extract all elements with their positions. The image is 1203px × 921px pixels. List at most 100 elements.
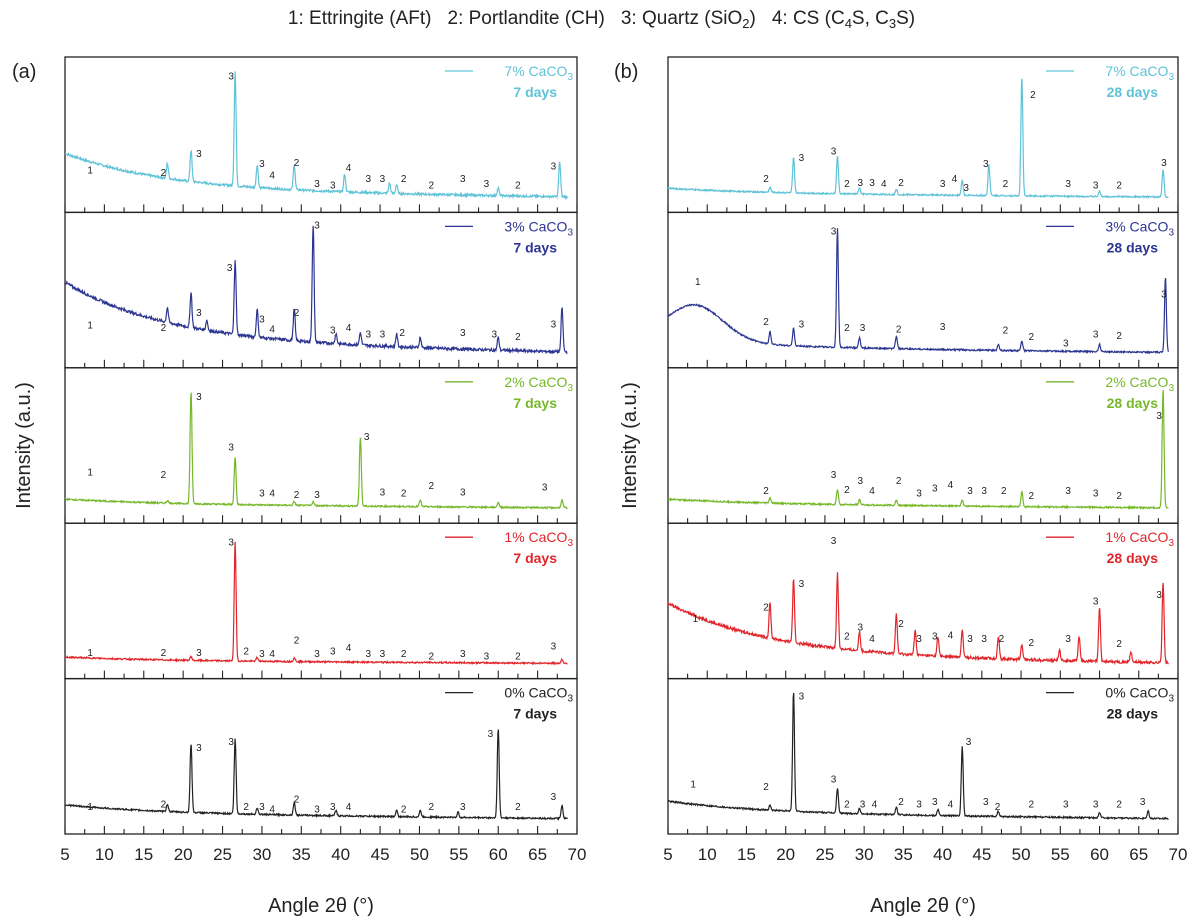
legend-series-label: 1% CaCO3 bbox=[504, 529, 573, 549]
peak-phase-label: 2 bbox=[896, 324, 902, 335]
peak-phase-label: 2 bbox=[428, 652, 434, 663]
peak-phase-label: 3 bbox=[1065, 179, 1071, 190]
peak-phase-label: 3 bbox=[330, 180, 336, 191]
peak-phase-label: 3 bbox=[228, 737, 234, 748]
phase-legend-item: 2: Portlandite (CH) bbox=[447, 8, 605, 29]
peak-phase-label: 2 bbox=[515, 180, 521, 191]
peak-phase-label: 1 bbox=[87, 802, 93, 813]
peak-phase-label: 3 bbox=[1093, 799, 1099, 810]
peak-phase-label: 2 bbox=[896, 476, 902, 487]
peak-phase-label: 2 bbox=[294, 794, 300, 805]
x-tick-label: 30 bbox=[855, 845, 874, 864]
peak-phase-label: 2 bbox=[515, 332, 521, 343]
xrd-pattern-line bbox=[667, 572, 1169, 666]
x-tick-label: 35 bbox=[292, 845, 311, 864]
peak-phase-label: 3 bbox=[857, 623, 863, 634]
peak-phase-label: 3 bbox=[551, 642, 557, 653]
peak-phase-label: 3 bbox=[831, 147, 837, 158]
peak-phase-label: 3 bbox=[484, 179, 490, 190]
legend-series-label: 1% CaCO3 bbox=[1105, 529, 1174, 549]
peak-phase-label: 3 bbox=[196, 392, 202, 403]
peak-phase-label: 3 bbox=[460, 802, 466, 813]
peak-phase-label: 2 bbox=[898, 797, 904, 808]
peak-phase-label: 3 bbox=[460, 328, 466, 339]
peak-phase-label: 3 bbox=[228, 71, 234, 82]
peak-phase-label: 3 bbox=[365, 649, 371, 660]
peak-phase-label: 3 bbox=[259, 802, 265, 813]
peak-phase-label: 3 bbox=[380, 649, 386, 660]
xrd-pattern-line bbox=[64, 225, 568, 355]
peak-phase-label: 3 bbox=[380, 174, 386, 185]
peak-phase-label: 1 bbox=[87, 467, 93, 478]
x-tick-label: 65 bbox=[528, 845, 547, 864]
peak-phase-label: 3 bbox=[314, 804, 320, 815]
peak-phase-label: 2 bbox=[844, 323, 850, 334]
peak-phase-label: 2 bbox=[428, 802, 434, 813]
peak-phase-label: 2 bbox=[995, 802, 1001, 813]
peak-phase-label: 2 bbox=[1116, 331, 1122, 342]
peak-phase-label: 3 bbox=[1156, 411, 1162, 422]
legend-age-label: 28 days bbox=[1107, 84, 1159, 100]
peak-phase-label: 3 bbox=[227, 263, 233, 274]
peak-phase-label: 2 bbox=[1116, 639, 1122, 650]
peak-phase-label: 3 bbox=[831, 470, 837, 481]
subplot-frame bbox=[667, 677, 1179, 835]
peak-phase-label: 3 bbox=[857, 476, 863, 487]
peak-phase-label: 4 bbox=[869, 486, 875, 497]
peak-phase-label: 3 bbox=[488, 729, 494, 740]
peak-phase-label: 3 bbox=[1161, 158, 1167, 169]
subplot-frame bbox=[667, 56, 1179, 214]
peak-phase-label: 2 bbox=[401, 174, 407, 185]
x-tick-label: 65 bbox=[1129, 845, 1148, 864]
x-tick-label: 15 bbox=[134, 845, 153, 864]
peak-phase-label: 3 bbox=[1093, 180, 1099, 191]
peak-phase-label: 4 bbox=[952, 174, 958, 185]
x-axis-title: Angle 2θ (°) bbox=[870, 895, 976, 917]
x-tick-label: 20 bbox=[174, 845, 193, 864]
peak-phase-label: 3 bbox=[1093, 489, 1099, 500]
xrd-pattern-line bbox=[667, 228, 1169, 355]
peak-phase-label: 3 bbox=[314, 220, 320, 231]
peak-phase-label: 2 bbox=[161, 799, 167, 810]
peak-phase-label: 3 bbox=[857, 178, 863, 189]
x-axis-title: Angle 2θ (°) bbox=[268, 895, 374, 917]
x-tick-label: 45 bbox=[972, 845, 991, 864]
peak-phase-label: 3 bbox=[799, 692, 805, 703]
legend-age-label: 28 days bbox=[1107, 239, 1159, 255]
peak-phase-label: 1 bbox=[690, 779, 696, 790]
y-axis-title: Intensity (a.u.) bbox=[619, 382, 641, 509]
peak-phase-label: 1 bbox=[87, 648, 93, 659]
peak-phase-label: 4 bbox=[269, 324, 275, 335]
peak-phase-label: 2 bbox=[763, 486, 769, 497]
phase-legend-header: 1: Ettringite (AFt) 2: Portlandite (CH) 3:… bbox=[0, 8, 1203, 31]
x-tick-label: 25 bbox=[815, 845, 834, 864]
peak-phase-label: 4 bbox=[869, 634, 875, 645]
peak-phase-label: 3 bbox=[228, 537, 234, 548]
subplot-frame bbox=[64, 211, 578, 369]
peak-phase-label: 2 bbox=[399, 328, 405, 339]
peak-phase-label: 3 bbox=[259, 649, 265, 660]
peak-phase-label: 2 bbox=[844, 632, 850, 643]
peak-phase-label: 2 bbox=[844, 485, 850, 496]
peak-phase-label: 3 bbox=[551, 792, 557, 803]
peak-phase-label: 3 bbox=[799, 153, 805, 164]
legend-age-label: 7 days bbox=[513, 395, 557, 411]
peak-phase-label: 1 bbox=[693, 614, 699, 625]
peak-phase-label: 3 bbox=[460, 649, 466, 660]
xrd-pattern-line bbox=[65, 729, 568, 821]
peak-phase-label: 3 bbox=[940, 322, 946, 333]
peak-phase-label: 3 bbox=[981, 634, 987, 645]
peak-phase-label: 3 bbox=[228, 442, 234, 453]
peak-phase-label: 2 bbox=[401, 649, 407, 660]
legend-age-label: 7 days bbox=[513, 84, 557, 100]
legend-series-label: 7% CaCO3 bbox=[1105, 63, 1174, 83]
legend-series-label: 3% CaCO3 bbox=[1105, 218, 1174, 238]
peak-phase-label: 2 bbox=[844, 179, 850, 190]
peak-phase-label: 3 bbox=[330, 802, 336, 813]
peak-phase-label: 2 bbox=[515, 652, 521, 663]
xrd-pattern-line bbox=[667, 692, 1169, 821]
peak-phase-label: 3 bbox=[380, 487, 386, 498]
y-axis-title: Intensity (a.u.) bbox=[13, 382, 35, 509]
peak-phase-label: 3 bbox=[365, 174, 371, 185]
